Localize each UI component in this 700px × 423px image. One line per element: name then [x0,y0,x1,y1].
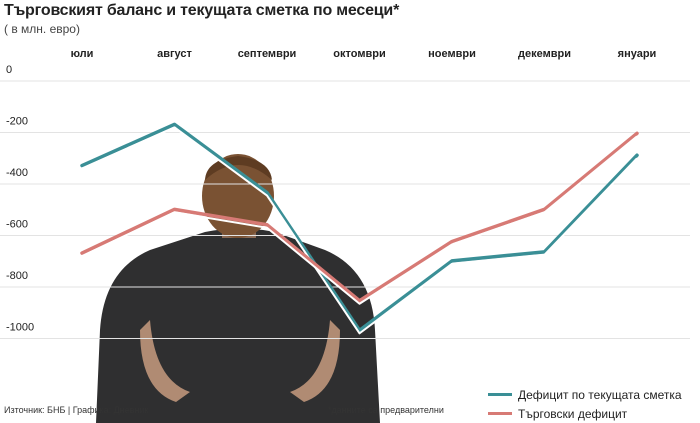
source-note: Източник: БНБ | Графика: Дневник [4,405,149,415]
series-line-highlight [81,135,638,305]
x-tick-label: септември [238,48,297,60]
preliminary-note: *данните са предварителни [328,405,444,415]
legend-swatch-current-account [488,393,512,396]
legend-item-current-account: Дефицит по текущата сметка [488,385,682,404]
x-tick-label: ноември [428,48,476,60]
x-tick-label: юли [71,48,94,60]
legend-item-trade: Търговски дефицит [488,404,682,423]
x-tick-label: декември [518,48,571,60]
y-tick-label: 0 [6,64,12,76]
y-tick-label: -1000 [6,322,34,334]
series-line-trade [80,131,639,303]
y-tick-label: -200 [6,116,28,128]
chart-subtitle: ( в млн. евро) [4,22,80,36]
person-silhouette [96,154,380,423]
y-tick-label: -600 [6,219,28,231]
x-tick-label: януари [618,48,657,60]
legend-swatch-trade [488,412,512,415]
chart-title: Търговският баланс и текущата сметка по … [4,2,400,19]
y-tick-label: -800 [6,270,28,282]
legend-label-trade: Търговски дефицит [518,406,628,421]
x-tick-label: август [157,48,192,60]
x-tick-label: октомври [333,48,385,60]
legend-label-current-account: Дефицит по текущата сметка [518,387,682,402]
legend: Дефицит по текущата сметка Търговски деф… [488,385,682,423]
y-tick-label: -400 [6,167,28,179]
series-line-highlight [81,126,638,335]
series-line-current-account [80,122,639,333]
